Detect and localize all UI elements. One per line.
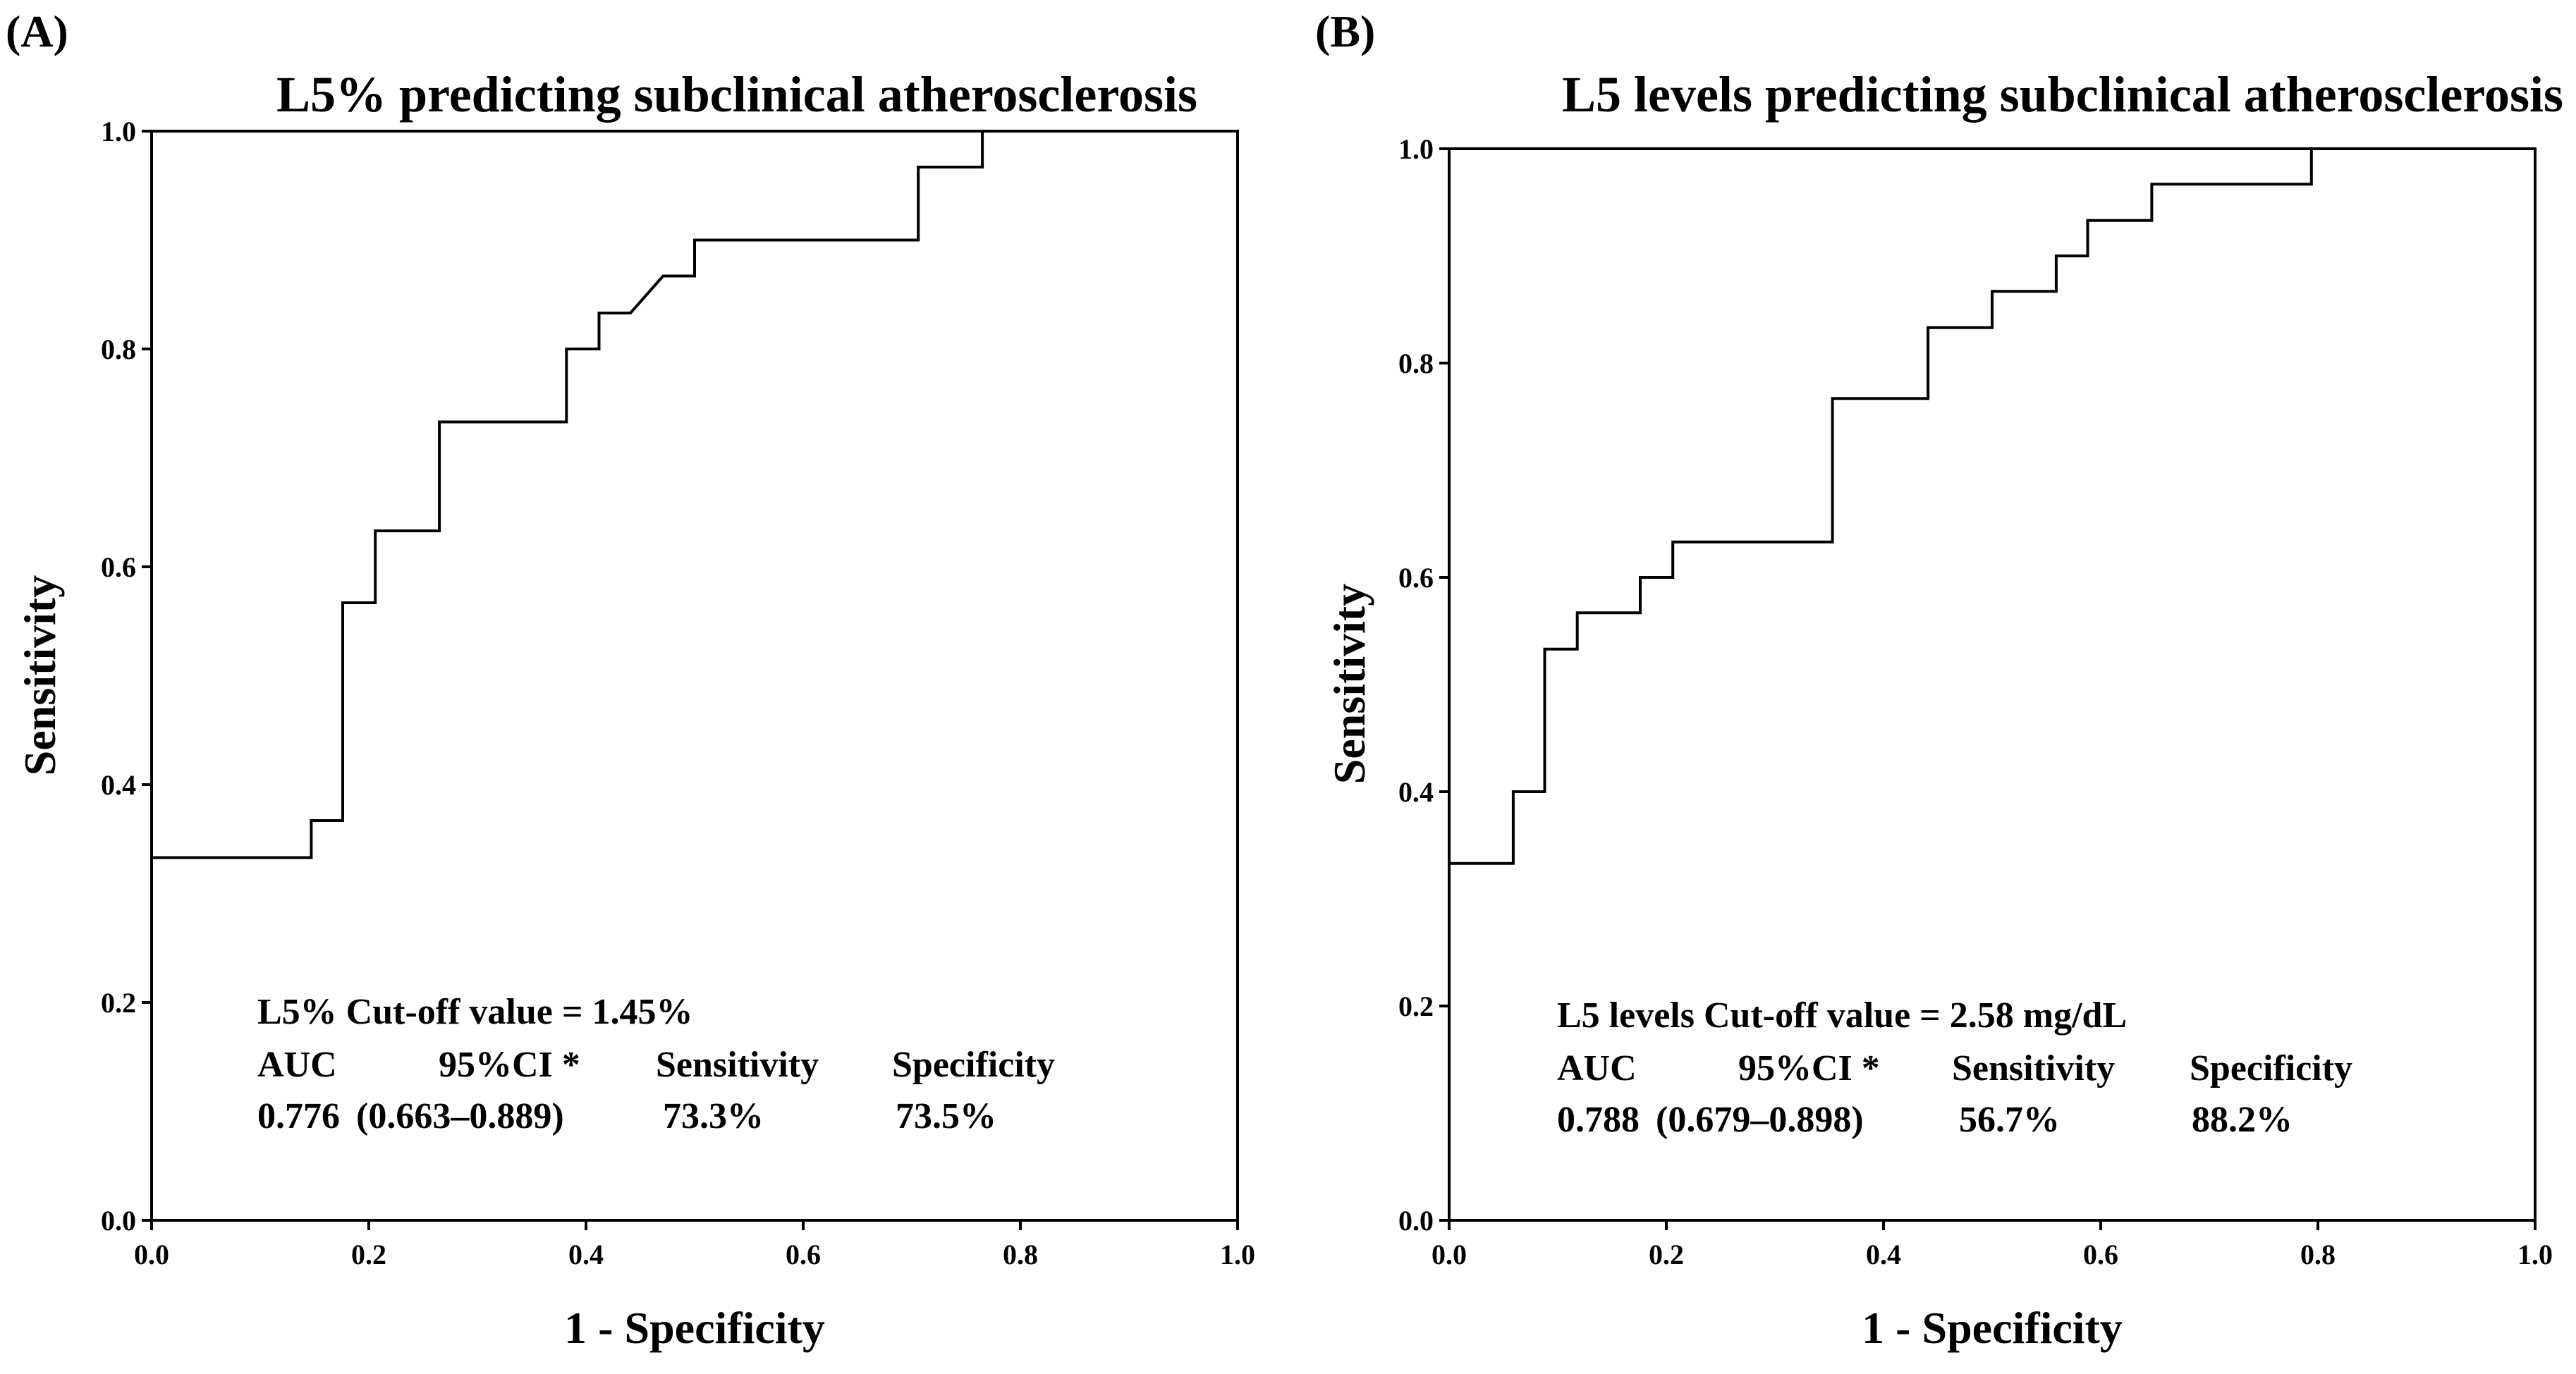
panel-a-specificity-value: 73.5% [896, 1096, 996, 1136]
panel-b-header-auc: AUC [1557, 1048, 1637, 1088]
panel-b-specificity-value: 88.2% [2192, 1100, 2293, 1140]
panel-b-cutoff-text: L5 levels Cut-off value = 2.58 mg/dL [1557, 995, 2127, 1036]
panel-a-title: L5% predicting subclinical atheroscleros… [276, 66, 1197, 123]
panel-b-y-tick-label: 0.4 [1398, 776, 1434, 808]
panel-a-cutoff-text: L5% Cut-off value = 1.45% [257, 992, 693, 1032]
panel-b-x-tick-label: 0.0 [1432, 1239, 1467, 1270]
panel-a-x-tick-label: 0.2 [351, 1239, 386, 1270]
panel-a-x-tick-label: 0.0 [134, 1239, 169, 1270]
panel-b-header-sensitivity: Sensitivity [1952, 1048, 2115, 1088]
panel-b-x-tick-label: 0.2 [1649, 1239, 1684, 1270]
panel-b-x-tick-label: 0.6 [2083, 1239, 2118, 1270]
panel-a-y-axis: 0.0 0.2 0.4 0.6 0.8 1.0 [101, 116, 152, 1237]
panel-b-x-tick-label: 1.0 [2517, 1239, 2553, 1270]
panel-b-header-ci: 95%CI * [1738, 1048, 1880, 1088]
panel-a-x-tick-label: 0.6 [786, 1239, 821, 1270]
panel-b-label: (B) [1315, 6, 1375, 56]
panel-a-x-axis-label: 1 - Specificity [564, 1303, 825, 1353]
panel-a-y-tick-label: 1.0 [101, 116, 136, 147]
panel-a-header-auc: AUC [257, 1045, 337, 1085]
panel-a-y-tick-label: 0.8 [101, 333, 136, 365]
panel-a-y-tick-label: 0.6 [101, 551, 136, 583]
panel-a-ci-value: (0.663–0.889) [356, 1096, 564, 1136]
panel-b-header-specificity: Specificity [2190, 1048, 2352, 1088]
panel-b-x-axis: 0.0 0.2 0.4 0.6 0.8 1.0 [1432, 1220, 2553, 1270]
panel-a-header-specificity: Specificity [892, 1045, 1055, 1085]
panel-b-y-axis: 0.0 0.2 0.4 0.6 0.8 1.0 [1398, 133, 1449, 1237]
panel-a-roc-curve [150, 130, 1238, 1220]
panel-b-ci-value: (0.679–0.898) [1656, 1100, 1864, 1140]
panel-a-x-tick-label: 0.4 [568, 1239, 604, 1270]
panel-a-y-tick-label: 0.0 [101, 1205, 136, 1237]
panel-a-header-sensitivity: Sensitivity [656, 1045, 819, 1085]
panel-b-roc-curve [1448, 147, 2535, 1220]
panel-a-y-tick-label: 0.2 [101, 987, 136, 1019]
panel-a-label: (A) [6, 6, 68, 56]
panel-b-y-tick-label: 0.6 [1398, 562, 1434, 594]
panel-b-annotation: L5 levels Cut-off value = 2.58 mg/dL AUC… [1557, 995, 2352, 1140]
panel-a-auc-value: 0.776 [257, 1096, 340, 1136]
panel-a-annotation: L5% Cut-off value = 1.45% AUC 95%CI * Se… [257, 992, 1055, 1136]
panel-a-plot-frame [150, 130, 1239, 1222]
panel-a-x-tick-label: 0.8 [1003, 1239, 1038, 1270]
panel-a-y-axis-label: Sensitivity [15, 575, 65, 775]
panel-b-sensitivity-value: 56.7% [1959, 1100, 2060, 1140]
panel-b-auc-value: 0.788 [1557, 1100, 1640, 1140]
panel-a-x-tick-label: 1.0 [1220, 1239, 1255, 1270]
panel-b-y-tick-label: 0.8 [1398, 348, 1434, 379]
panel-b-x-tick-label: 0.4 [1866, 1239, 1901, 1270]
panel-b-x-tick-label: 0.8 [2300, 1239, 2336, 1270]
panel-b-y-tick-label: 1.0 [1398, 133, 1434, 165]
panel-b-x-axis-label: 1 - Specificity [1862, 1303, 2123, 1353]
panel-b-y-tick-label: 0.2 [1398, 990, 1434, 1022]
panel-b-y-axis-label: Sensitivity [1324, 584, 1374, 784]
panel-a-sensitivity-value: 73.3% [663, 1096, 764, 1136]
panel-b-y-tick-label: 0.0 [1398, 1205, 1434, 1237]
panel-b-plot-frame [1448, 147, 2537, 1222]
panel-b: (B) L5 levels predicting subclinical ath… [1315, 6, 2563, 1353]
panel-a: (A) L5% predicting subclinical atheroscl… [6, 6, 1255, 1353]
panel-b-title: L5 levels predicting subclinical atheros… [1562, 66, 2563, 123]
panel-a-y-tick-label: 0.4 [101, 769, 136, 801]
panel-a-header-ci: 95%CI * [439, 1045, 580, 1085]
panel-a-x-axis: 0.0 0.2 0.4 0.6 0.8 1.0 [134, 1220, 1255, 1270]
